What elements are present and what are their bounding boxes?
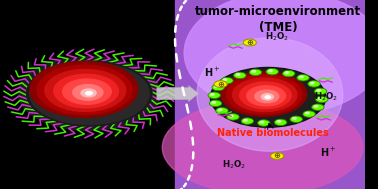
Circle shape bbox=[229, 115, 233, 117]
Circle shape bbox=[37, 65, 132, 115]
Text: H$^+$: H$^+$ bbox=[320, 146, 336, 159]
Circle shape bbox=[221, 77, 233, 84]
Circle shape bbox=[314, 88, 327, 94]
Circle shape bbox=[214, 86, 218, 88]
FancyArrow shape bbox=[157, 86, 199, 102]
Circle shape bbox=[227, 114, 239, 120]
Text: H$^+$: H$^+$ bbox=[204, 66, 220, 79]
Circle shape bbox=[265, 96, 270, 98]
Circle shape bbox=[252, 70, 256, 72]
Circle shape bbox=[208, 92, 220, 98]
Circle shape bbox=[226, 75, 302, 114]
Circle shape bbox=[243, 39, 256, 46]
Circle shape bbox=[262, 94, 273, 100]
Circle shape bbox=[212, 101, 215, 103]
Circle shape bbox=[317, 89, 321, 91]
Circle shape bbox=[211, 93, 214, 95]
Circle shape bbox=[282, 70, 295, 77]
Text: ⊕: ⊕ bbox=[217, 80, 224, 89]
Ellipse shape bbox=[184, 0, 378, 114]
Circle shape bbox=[213, 69, 323, 126]
Circle shape bbox=[312, 104, 324, 110]
Circle shape bbox=[266, 68, 279, 75]
Circle shape bbox=[45, 69, 126, 111]
Text: H$_2$O$_2$: H$_2$O$_2$ bbox=[314, 90, 338, 103]
Circle shape bbox=[211, 67, 325, 127]
Circle shape bbox=[216, 108, 228, 114]
Text: tumor-microenvironment
(TME): tumor-microenvironment (TME) bbox=[195, 5, 361, 34]
Circle shape bbox=[290, 116, 302, 122]
Circle shape bbox=[73, 84, 103, 100]
Circle shape bbox=[236, 74, 240, 75]
Circle shape bbox=[26, 61, 152, 126]
Circle shape bbox=[221, 72, 307, 116]
Circle shape bbox=[260, 121, 264, 123]
Text: Native biomolecules: Native biomolecules bbox=[217, 128, 328, 138]
Circle shape bbox=[232, 78, 297, 112]
Text: ⊕: ⊕ bbox=[274, 151, 280, 160]
Circle shape bbox=[244, 119, 247, 121]
Ellipse shape bbox=[162, 100, 363, 189]
Text: H$_2$O$_2$: H$_2$O$_2$ bbox=[265, 31, 289, 43]
Text: ⊕: ⊕ bbox=[246, 38, 253, 47]
Circle shape bbox=[63, 79, 111, 104]
Circle shape bbox=[247, 86, 285, 106]
Circle shape bbox=[218, 109, 222, 111]
Circle shape bbox=[297, 74, 309, 81]
Circle shape bbox=[318, 97, 322, 99]
Circle shape bbox=[310, 82, 314, 84]
Circle shape bbox=[223, 79, 227, 81]
Circle shape bbox=[285, 72, 289, 74]
Circle shape bbox=[214, 81, 227, 88]
Bar bbox=[175, 0, 365, 189]
Circle shape bbox=[303, 111, 315, 117]
Text: H$_2$O$_2$: H$_2$O$_2$ bbox=[222, 158, 246, 171]
Circle shape bbox=[305, 112, 309, 114]
Circle shape bbox=[18, 57, 160, 130]
Circle shape bbox=[255, 90, 279, 103]
Circle shape bbox=[277, 120, 280, 122]
Ellipse shape bbox=[197, 38, 343, 151]
Circle shape bbox=[29, 63, 149, 125]
Circle shape bbox=[209, 100, 222, 107]
Circle shape bbox=[234, 72, 246, 79]
Circle shape bbox=[274, 119, 287, 125]
Circle shape bbox=[268, 70, 272, 72]
Bar bbox=[0, 0, 190, 189]
Circle shape bbox=[212, 84, 225, 91]
Circle shape bbox=[249, 69, 262, 76]
Circle shape bbox=[316, 96, 328, 103]
Circle shape bbox=[26, 61, 152, 126]
Circle shape bbox=[54, 74, 118, 108]
Circle shape bbox=[86, 92, 92, 95]
Circle shape bbox=[271, 153, 284, 159]
Circle shape bbox=[299, 76, 303, 78]
Circle shape bbox=[314, 105, 318, 107]
Circle shape bbox=[308, 81, 320, 87]
Circle shape bbox=[81, 89, 96, 97]
Circle shape bbox=[30, 61, 138, 117]
Circle shape bbox=[240, 82, 291, 109]
Circle shape bbox=[241, 118, 254, 124]
Circle shape bbox=[257, 120, 270, 126]
Circle shape bbox=[293, 117, 296, 119]
